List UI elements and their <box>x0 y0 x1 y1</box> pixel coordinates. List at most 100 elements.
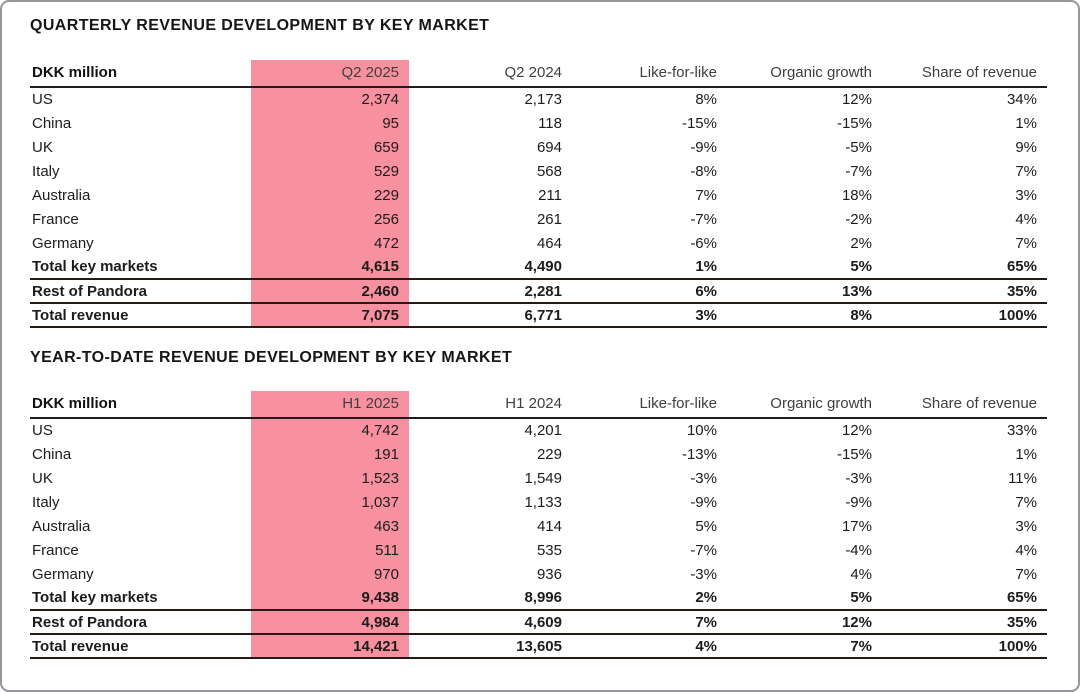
value-cell: 2,281 <box>409 279 572 304</box>
value-cell: 8% <box>727 303 882 328</box>
ytd-table-title: YEAR-TO-DATE REVENUE DEVELOPMENT BY KEY … <box>30 349 513 366</box>
value-cell: -3% <box>845 469 872 487</box>
value-cell: 4,201 <box>524 422 562 439</box>
market-label: Italy <box>32 493 60 511</box>
value-cell: 7% <box>1015 234 1037 252</box>
table-body: US 2,374 2,173 8% 12% 34% China 95 118 -15% -15% 1%… <box>30 87 1047 328</box>
value-cell: 529 <box>251 159 409 183</box>
table-row: Total revenue 14,421 13,605 4% 7% 100% <box>30 634 1047 659</box>
value-cell: -4% <box>845 541 872 559</box>
header-row: DKK million H1 2025 H1 2024 Like-for-like Or… <box>30 391 1047 419</box>
value-cell: -5% <box>845 138 872 156</box>
value-cell: -2% <box>845 210 872 228</box>
table-row: Italy 1,037 1,133 -9% -9% 7% <box>30 490 1047 514</box>
table-row: France 511 535 -7% -4% 4% <box>30 538 1047 562</box>
value-cell: 1,549 <box>524 469 562 487</box>
value-cell: 11% <box>1008 469 1037 487</box>
column-header: H1 2025 <box>251 391 409 419</box>
value-cell: 14,421 <box>251 634 409 659</box>
market-label: Total key markets <box>30 255 251 280</box>
table-row: Germany 472 464 -6% 2% 7% <box>30 231 1047 255</box>
value-cell: -13% <box>681 445 717 463</box>
market-label: Germany <box>32 234 94 252</box>
table-row: UK 659 694 -9% -5% 9% <box>30 135 1047 159</box>
market-label: Australia <box>32 186 91 204</box>
value-cell: -8% <box>690 162 717 180</box>
value-cell: 7% <box>1015 493 1037 511</box>
value-cell: 2,374 <box>251 87 409 111</box>
value-cell: 463 <box>251 514 409 538</box>
quarterly-revenue-table: DKK million Q2 2025 Q2 2024 Like-for-like Or… <box>30 60 1047 328</box>
market-label: Total revenue <box>30 634 251 659</box>
market-label: US <box>32 422 53 439</box>
value-cell: 7% <box>1015 162 1037 180</box>
value-cell: 13% <box>727 279 882 304</box>
quarterly-revenue-section: QUARTERLY REVENUE DEVELOPMENT BY KEY MAR… <box>2 17 1078 328</box>
value-cell: 3% <box>1015 517 1037 535</box>
table-row: US 2,374 2,173 8% 12% 34% <box>30 87 1047 111</box>
value-cell: 535 <box>536 541 562 559</box>
table-body: US 4,742 4,201 10% 12% 33% China 191 229 -13% -15%… <box>30 418 1047 659</box>
value-cell: 65% <box>882 586 1047 611</box>
table-row: Italy 529 568 -8% -7% 7% <box>30 159 1047 183</box>
value-cell: 3% <box>1015 186 1037 204</box>
column-header: Like-for-like <box>572 60 727 88</box>
value-cell: 6,771 <box>409 303 572 328</box>
table-row: Total revenue 7,075 6,771 3% 8% 100% <box>30 303 1047 328</box>
market-label: UK <box>32 138 53 156</box>
market-label: Germany <box>32 565 94 583</box>
column-header: Share of revenue <box>882 60 1047 88</box>
value-cell: 1% <box>1015 445 1037 463</box>
market-label: Rest of Pandora <box>30 610 251 635</box>
value-cell: 6% <box>572 279 727 304</box>
value-cell: 7% <box>727 634 882 659</box>
value-cell: -3% <box>690 469 717 487</box>
value-cell: 256 <box>251 207 409 231</box>
value-cell: 472 <box>251 231 409 255</box>
value-cell: -15% <box>681 114 717 132</box>
value-cell: 95 <box>251 111 409 135</box>
table-row: China 95 118 -15% -15% 1% <box>30 111 1047 135</box>
value-cell: 191 <box>251 442 409 466</box>
value-cell: -7% <box>690 541 717 559</box>
table-row: UK 1,523 1,549 -3% -3% 11% <box>30 466 1047 490</box>
value-cell: 9% <box>1015 138 1037 156</box>
value-cell: 100% <box>882 303 1047 328</box>
value-cell: 4% <box>850 565 872 583</box>
market-label: UK <box>32 469 53 487</box>
table-header-row: DKK million Q2 2025 Q2 2024 Like-for-like Or… <box>30 60 1047 88</box>
value-cell: 1,133 <box>524 493 562 511</box>
value-cell: 4,609 <box>409 610 572 635</box>
market-label: China <box>32 445 72 463</box>
value-cell: 12% <box>841 91 872 108</box>
value-cell: 1,523 <box>251 466 409 490</box>
value-cell: -6% <box>690 234 717 252</box>
quarterly-table-title: QUARTERLY REVENUE DEVELOPMENT BY KEY MAR… <box>30 17 490 34</box>
value-cell: 100% <box>882 634 1047 659</box>
value-cell: 35% <box>882 279 1047 304</box>
value-cell: 65% <box>882 255 1047 280</box>
value-cell: 118 <box>538 114 562 132</box>
table-row: Rest of Pandora 2,460 2,281 6% 13% 35% <box>30 279 1047 304</box>
value-cell: -3% <box>690 565 717 583</box>
value-cell: 10% <box>686 422 717 439</box>
value-cell: 1,037 <box>251 490 409 514</box>
market-label: France <box>32 541 79 559</box>
value-cell: 4,742 <box>251 418 409 442</box>
market-label: Italy <box>32 162 60 180</box>
market-label: US <box>32 91 53 108</box>
table-header-row: DKK million H1 2025 H1 2024 Like-for-like Or… <box>30 391 1047 419</box>
value-cell: 33% <box>1006 422 1037 439</box>
value-cell: 4% <box>1015 541 1037 559</box>
value-cell: 17% <box>841 517 872 535</box>
column-header: Organic growth <box>727 391 882 419</box>
value-cell: 1% <box>1015 114 1037 132</box>
value-cell: 7% <box>572 610 727 635</box>
value-cell: 12% <box>841 422 872 439</box>
unit-column-header: DKK million <box>30 60 251 88</box>
value-cell: 5% <box>727 255 882 280</box>
column-header: Q2 2024 <box>409 60 572 88</box>
value-cell: 8,996 <box>409 586 572 611</box>
value-cell: 7% <box>1015 565 1037 583</box>
